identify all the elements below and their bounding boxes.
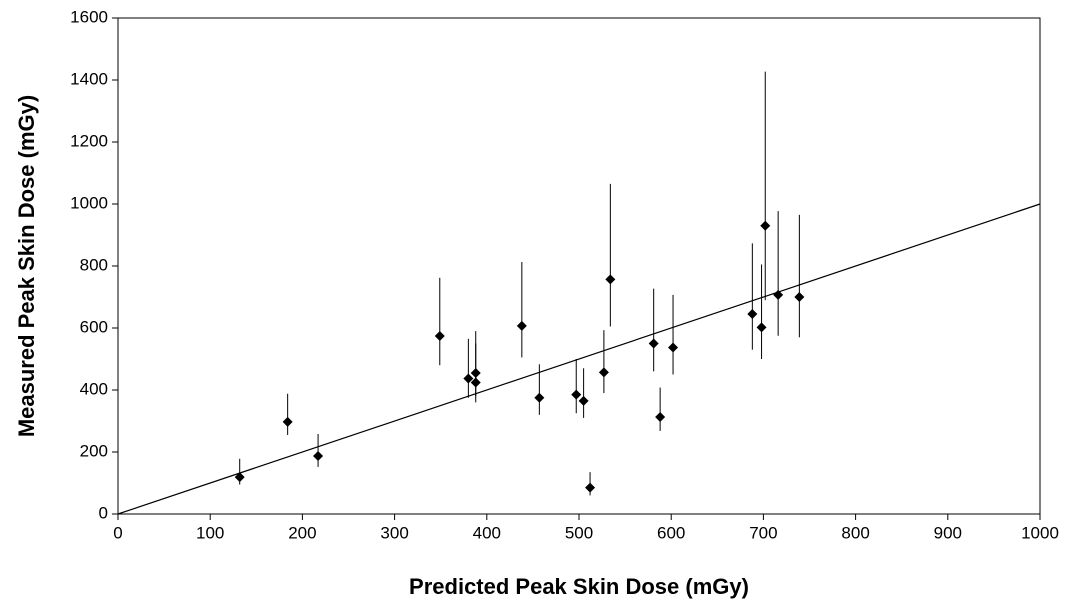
point xyxy=(794,292,805,302)
point xyxy=(668,342,679,353)
x-tick-label: 1000 xyxy=(1021,523,1059,542)
y-tick-label: 800 xyxy=(80,255,108,274)
x-tick-label: 100 xyxy=(196,523,224,542)
point xyxy=(434,331,445,342)
point xyxy=(578,395,589,406)
point xyxy=(516,320,527,331)
y-tick-label: 1000 xyxy=(70,193,108,212)
x-tick-label: 700 xyxy=(749,523,777,542)
point xyxy=(598,367,609,378)
point xyxy=(648,338,659,349)
y-tick-label: 1400 xyxy=(70,69,108,88)
point xyxy=(463,373,474,384)
y-axis-title: Measured Peak Skin Dose (mGy) xyxy=(14,95,39,437)
x-tick-label: 600 xyxy=(657,523,685,542)
x-tick-label: 0 xyxy=(113,523,122,542)
point xyxy=(756,322,767,333)
point xyxy=(313,451,324,462)
y-tick-label: 600 xyxy=(80,317,108,336)
point xyxy=(773,289,784,300)
point xyxy=(571,389,582,400)
y-tick-label: 1600 xyxy=(70,7,108,26)
y-tick-label: 1200 xyxy=(70,131,108,150)
x-tick-label: 500 xyxy=(565,523,593,542)
reference-line xyxy=(117,203,1041,515)
point xyxy=(747,309,758,320)
point xyxy=(282,416,293,427)
point xyxy=(470,377,481,388)
point xyxy=(605,274,616,285)
x-tick-label: 200 xyxy=(288,523,316,542)
x-tick-label: 300 xyxy=(380,523,408,542)
point xyxy=(585,482,596,493)
y-tick-label: 200 xyxy=(80,441,108,460)
x-tick-label: 900 xyxy=(934,523,962,542)
y-tick-label: 0 xyxy=(99,503,108,522)
plot-frame xyxy=(117,17,1041,515)
point xyxy=(234,472,245,483)
x-tick-label: 800 xyxy=(841,523,869,542)
point xyxy=(655,411,666,422)
point xyxy=(760,220,771,231)
y-tick-label: 400 xyxy=(80,379,108,398)
point xyxy=(534,392,545,403)
x-axis-title: Predicted Peak Skin Dose (mGy) xyxy=(409,574,749,599)
x-tick-label: 400 xyxy=(473,523,501,542)
